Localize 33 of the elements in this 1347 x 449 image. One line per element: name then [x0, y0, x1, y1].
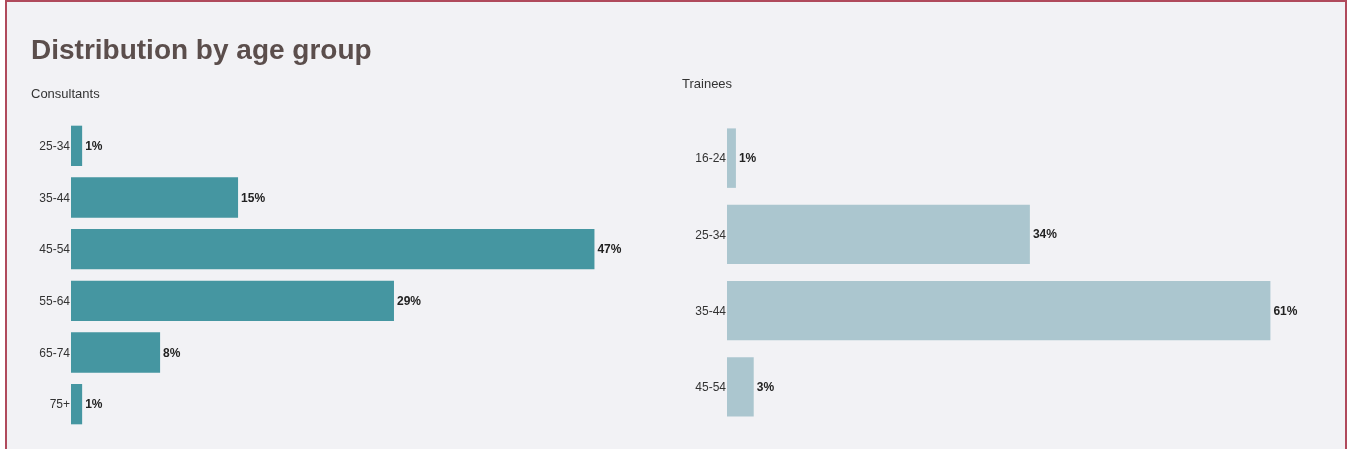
y-tick-label: 16-24 [695, 151, 727, 166]
chart-subtitle: Trainees [682, 76, 733, 91]
bar [727, 128, 736, 188]
y-tick-label: 45-54 [695, 380, 727, 395]
chart-subtitle: Consultants [31, 86, 100, 101]
y-tick-label: 25-34 [695, 227, 727, 242]
y-tick-label: 65-74 [39, 345, 71, 360]
data-label: 1% [85, 138, 103, 153]
y-tick-label: 55-64 [39, 294, 71, 309]
y-tick-label: 45-54 [39, 242, 71, 257]
y-tick-label: 25-34 [39, 139, 71, 154]
data-label: 47% [597, 242, 622, 257]
bar [727, 280, 1271, 341]
y-tick-label: 35-44 [39, 190, 71, 205]
data-label: 29% [396, 293, 422, 308]
data-label: 3% [756, 379, 775, 394]
bar [727, 357, 754, 417]
bar [727, 204, 1030, 265]
bar [71, 384, 83, 425]
bar [71, 332, 161, 373]
data-label: 1% [85, 397, 103, 412]
bar [71, 125, 83, 166]
y-tick-label: 75+ [49, 397, 70, 412]
bar [71, 177, 239, 218]
data-label: 1% [738, 151, 757, 166]
data-label: 34% [1032, 227, 1058, 242]
bar [71, 280, 394, 321]
bar [71, 229, 595, 270]
data-label: 61% [1273, 303, 1298, 318]
y-tick-label: 35-44 [695, 303, 727, 318]
data-label: 8% [163, 345, 181, 360]
chart-title: Distribution by age group [31, 34, 372, 66]
data-label: 15% [241, 190, 266, 205]
